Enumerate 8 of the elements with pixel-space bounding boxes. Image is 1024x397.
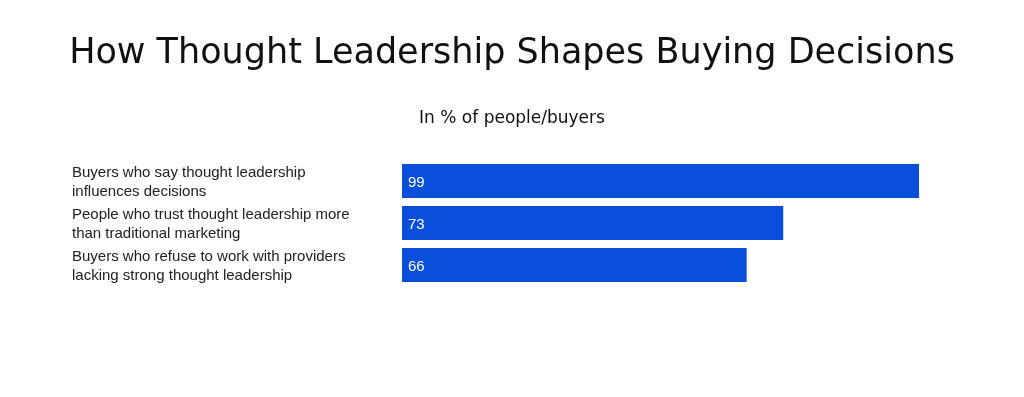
chart-subtitle: In % of people/buyers <box>419 106 606 127</box>
y-tick-label: Buyers who refuse to work with providers lacking strong thought leadership <box>72 247 350 283</box>
chart-title: How Thought Leadership Shapes Buying Decisions <box>69 30 955 71</box>
data-label: 99 <box>408 172 425 190</box>
y-tick-label: People who trust thought leadership more than traditional marketing <box>72 205 354 241</box>
data-label: 73 <box>408 214 425 232</box>
data-label: 66 <box>408 256 425 274</box>
y-tick-label: Buyers who say thought leadership influences decisions <box>72 163 310 199</box>
